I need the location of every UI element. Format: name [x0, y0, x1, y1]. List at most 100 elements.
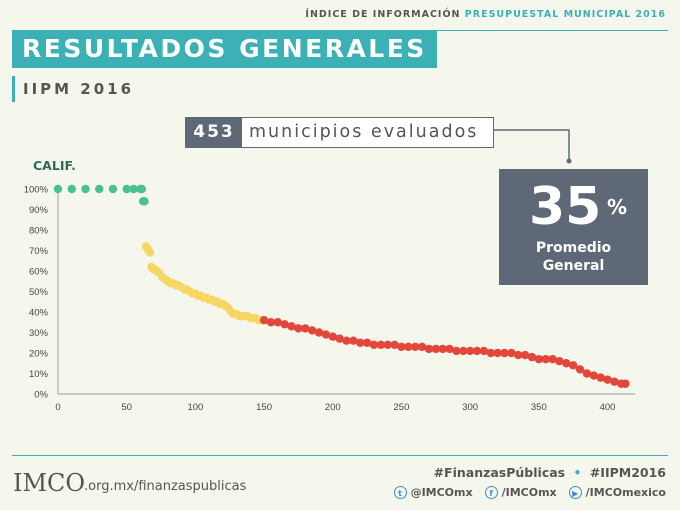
data-point-green — [67, 184, 76, 194]
data-point-red — [266, 318, 276, 327]
data-point-red — [397, 342, 406, 352]
data-point-red — [621, 379, 630, 388]
data-point-green — [108, 184, 118, 194]
promedio-label: Promedio General — [499, 239, 648, 275]
facebook-link[interactable]: f /IMCOmx — [484, 486, 557, 499]
data-point-red — [589, 371, 598, 380]
promedio-box: 35 % Promedio General — [499, 169, 648, 285]
y-tick-label: 0% — [34, 390, 48, 401]
data-point-red — [431, 344, 440, 354]
data-point-red — [362, 338, 372, 347]
municipios-label: municipios evaluados — [249, 122, 479, 142]
data-point-green — [140, 197, 149, 206]
data-point-red — [342, 336, 351, 345]
data-point-red — [328, 332, 337, 341]
x-tick-label: 200 — [325, 402, 341, 413]
x-tick-label: 300 — [462, 402, 478, 413]
y-tick-label: 80% — [29, 226, 49, 237]
data-point-red — [294, 324, 303, 333]
report-header: ÍNDICE DE INFORMACIÓN PRESUPUESTAL MUNIC… — [305, 9, 666, 20]
data-point-red — [259, 316, 269, 325]
facebook-icon: f — [484, 486, 498, 499]
data-point-red — [610, 377, 619, 386]
imco-logo: IMCO — [13, 469, 86, 497]
data-point-red — [410, 342, 420, 352]
y-tick-label: 70% — [29, 246, 49, 257]
index-label: ÍNDICE DE INFORMACIÓN — [305, 9, 461, 20]
x-tick-label: 250 — [394, 402, 410, 413]
data-point-red — [500, 348, 509, 358]
x-tick-label: 100 — [187, 402, 203, 413]
x-tick-label: 50 — [121, 402, 132, 413]
data-point-red — [603, 375, 612, 384]
data-point-red — [472, 346, 482, 356]
data-point-red — [349, 336, 358, 345]
data-point-red — [390, 340, 399, 349]
hashtag-finanzas[interactable]: #FinanzasPúblicas — [433, 465, 566, 480]
data-point-red — [493, 348, 502, 358]
data-point-red — [301, 324, 310, 333]
data-point-green — [95, 184, 104, 194]
social-links: t @IMCOmx f /IMCOmx ▶ /IMCOmexico — [393, 486, 666, 499]
youtube-icon: ▶ — [568, 486, 582, 499]
youtube-handle: /IMCOmexico — [585, 486, 666, 499]
x-tick-label: 400 — [600, 402, 616, 413]
data-point-red — [527, 352, 537, 362]
chart-axes: 0% 10% 20% 30% 40% 50% 60% 70% 80% 90% 100% 0 50 100 1… — [24, 185, 635, 413]
data-point-red — [273, 318, 283, 327]
youtube-link[interactable]: ▶ /IMCOmexico — [568, 486, 666, 499]
footer-url[interactable]: .org.mx/finanzaspublicas — [84, 479, 247, 494]
twitter-handle: @IMCOmx — [410, 486, 473, 499]
data-point-red — [417, 342, 427, 352]
data-point-red — [575, 365, 585, 374]
data-point-red — [438, 344, 447, 354]
chart-marks — [53, 184, 630, 388]
data-point-red — [369, 340, 379, 349]
data-point-red — [314, 328, 324, 337]
y-tick-label: 50% — [29, 287, 49, 298]
data-point-green — [137, 184, 147, 194]
data-point-red — [307, 326, 317, 335]
footer-divider — [12, 455, 668, 456]
municipios-box: 453 municipios evaluados — [185, 117, 494, 148]
data-point-red — [520, 350, 530, 360]
data-point-red — [376, 340, 386, 349]
page-subtitle: IIPM 2016 — [12, 76, 134, 102]
data-point-green — [122, 184, 131, 194]
facebook-handle: /IMCOmx — [501, 486, 557, 499]
x-tick-label: 150 — [256, 402, 272, 413]
twitter-link[interactable]: t @IMCOmx — [393, 486, 473, 499]
hashtag-separator: • — [573, 465, 582, 480]
y-tick-label: 20% — [29, 349, 49, 360]
data-point-red — [445, 344, 454, 354]
x-tick-label: 350 — [531, 402, 547, 413]
data-point-green — [129, 184, 138, 194]
data-point-red — [582, 369, 592, 378]
data-point-yellow — [145, 248, 155, 257]
index-highlight: PRESUPUESTAL MUNICIPAL 2016 — [464, 9, 666, 20]
hashtag-iipm[interactable]: #IIPM2016 — [589, 465, 666, 480]
promedio-label-line1: Promedio — [535, 240, 612, 256]
data-point-red — [541, 354, 550, 364]
data-point-red — [459, 346, 468, 356]
data-point-red — [562, 359, 571, 368]
data-point-red — [596, 373, 605, 382]
data-point-red — [555, 357, 564, 366]
data-point-red — [465, 346, 475, 356]
x-tick-label: 0 — [55, 402, 60, 413]
data-point-red — [534, 354, 544, 364]
data-point-red — [424, 344, 434, 354]
page-title: RESULTADOS GENERALES — [22, 34, 427, 63]
callout-connector — [493, 129, 572, 164]
municipios-count: 453 — [186, 118, 242, 147]
data-point-red — [280, 320, 289, 329]
data-point-red — [321, 330, 331, 339]
twitter-icon: t — [393, 486, 407, 499]
data-point-red — [548, 354, 557, 364]
page-title-bar: RESULTADOS GENERALES — [12, 31, 437, 68]
data-point-red — [486, 348, 495, 358]
data-point-red — [452, 346, 461, 356]
data-point-red — [287, 322, 296, 331]
top-divider — [12, 30, 668, 31]
data-point-red — [404, 342, 413, 352]
